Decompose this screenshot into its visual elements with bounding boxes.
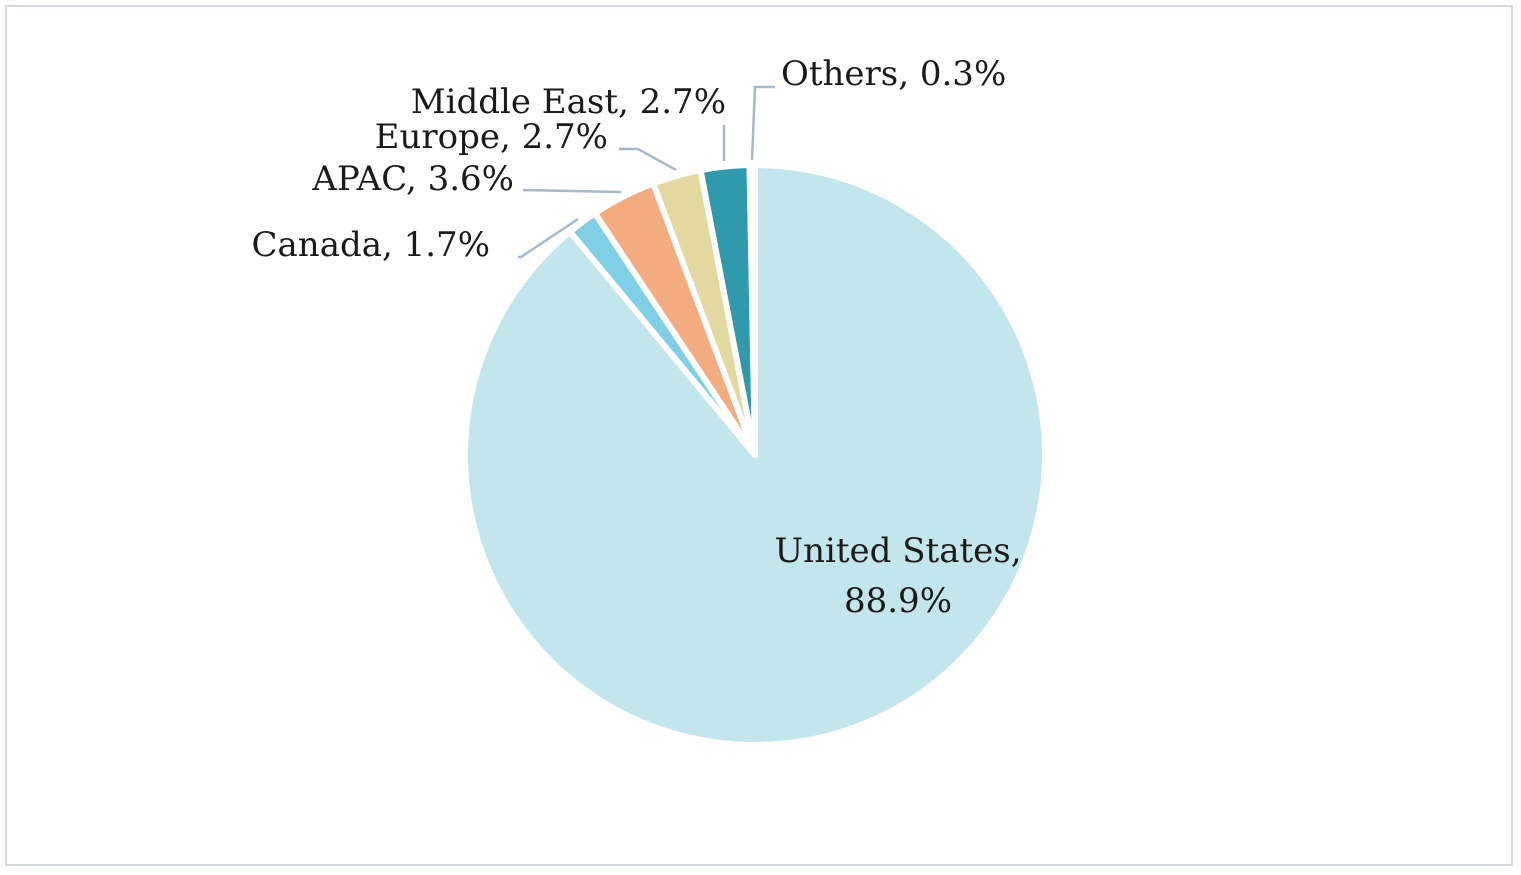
pie-slice-united-states <box>462 162 1048 748</box>
leader-line-others <box>750 85 775 161</box>
slice-label-apac: APAC, 3.6% <box>311 159 514 199</box>
slice-label-canada: Canada, 1.7% <box>252 225 490 265</box>
leader-line-europe <box>619 147 677 172</box>
pie-slices <box>462 162 1048 748</box>
slice-label-europe: Europe, 2.7% <box>375 117 608 157</box>
leader-lines <box>518 85 775 259</box>
pie-slice-others <box>746 162 758 458</box>
leader-line-canada <box>518 217 579 259</box>
leader-line-apac <box>522 188 622 194</box>
slice-labels: United States, 88.9% Canada, 1.7% APAC, 3.6… <box>252 54 1022 621</box>
slice-label-others: Others, 0.3% <box>781 54 1006 94</box>
slice-label-united-states: United States, 88.9% <box>774 531 1021 621</box>
slice-label-middle-east: Middle East, 2.7% <box>411 82 726 122</box>
